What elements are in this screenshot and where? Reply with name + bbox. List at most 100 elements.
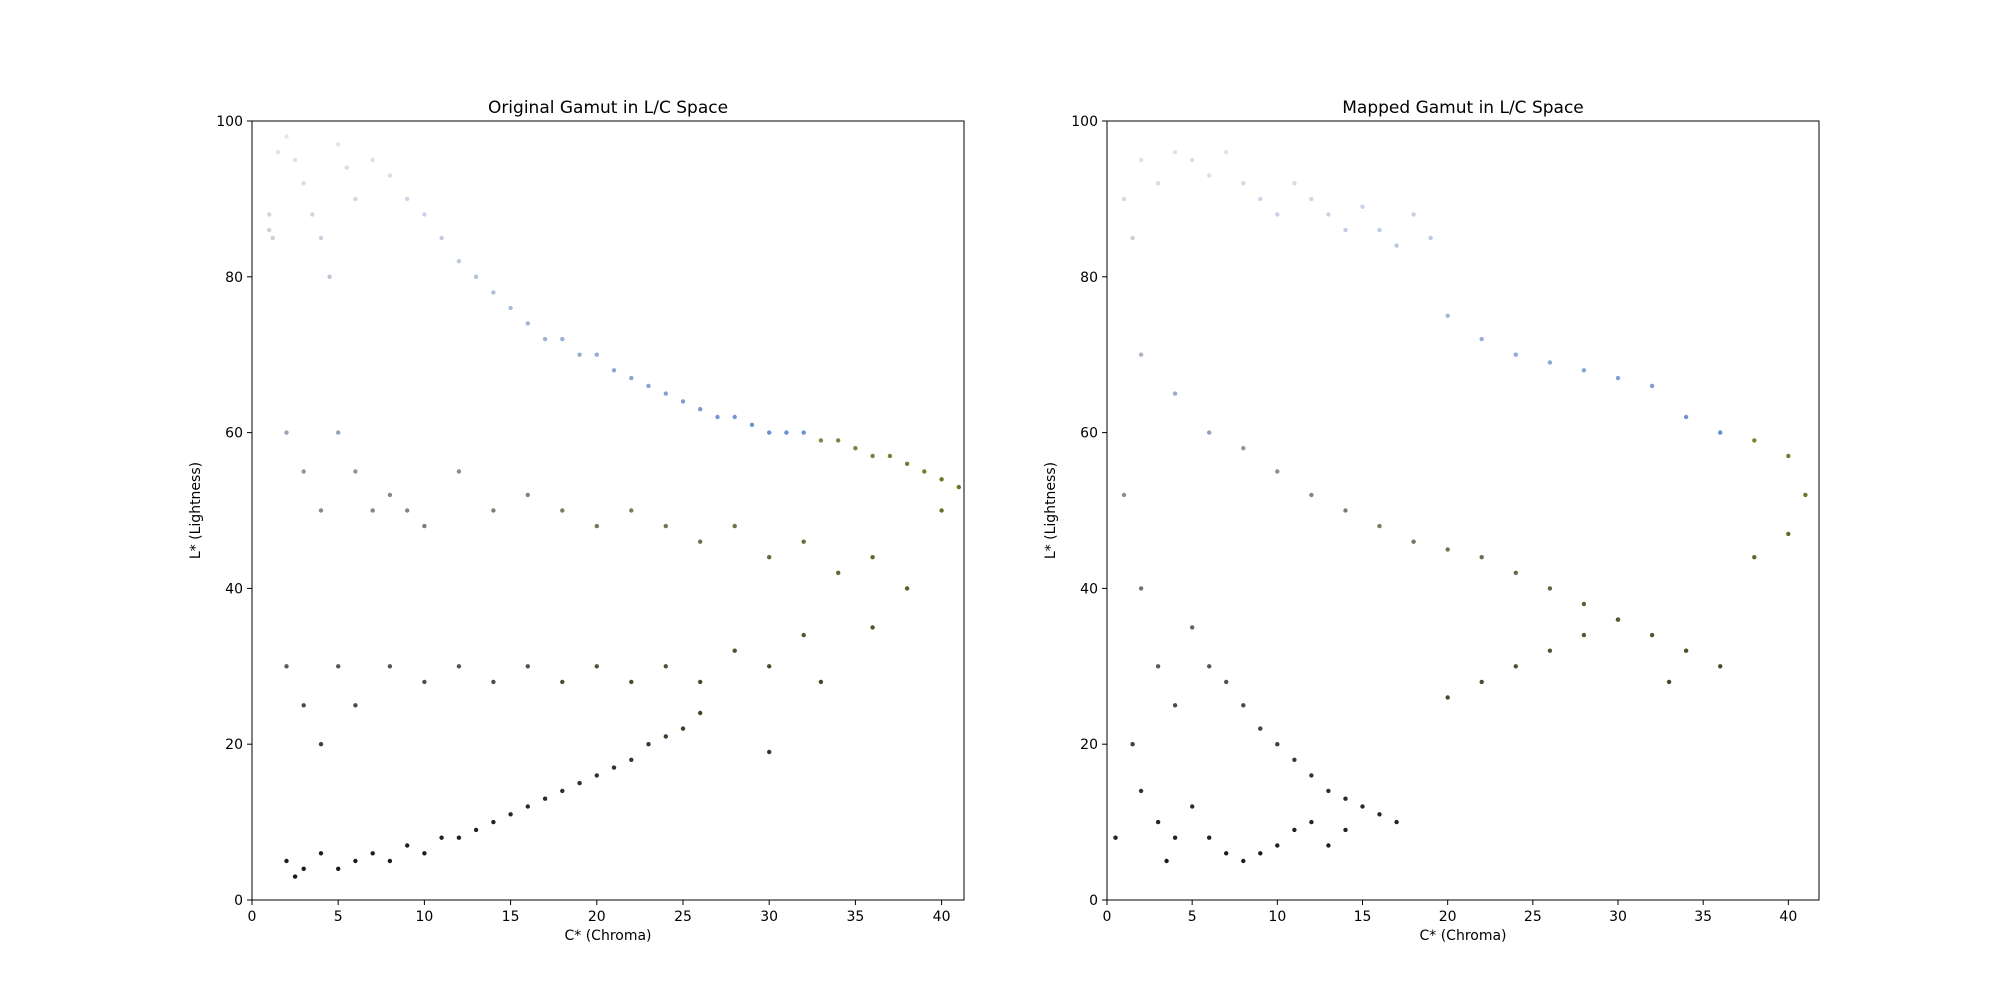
data-point <box>611 765 617 770</box>
data-point <box>801 539 806 544</box>
x-tick-label: 30 <box>1609 909 1627 925</box>
data-point <box>1326 843 1331 848</box>
data-point <box>853 446 858 451</box>
data-point <box>1513 664 1519 669</box>
data-point <box>1207 173 1212 178</box>
data-point <box>646 742 651 747</box>
data-point <box>1190 625 1195 630</box>
data-point <box>422 523 427 529</box>
data-point <box>1326 788 1331 794</box>
data-point <box>1479 555 1484 560</box>
data-point <box>1138 157 1144 163</box>
data-point <box>1190 157 1195 163</box>
data-point <box>594 773 599 778</box>
data-point <box>542 336 548 342</box>
data-point <box>1172 835 1178 840</box>
data-point <box>560 788 565 794</box>
data-point <box>818 438 824 443</box>
data-point <box>611 368 617 373</box>
data-point <box>680 399 686 404</box>
data-point <box>698 679 703 685</box>
data-point <box>1292 757 1297 762</box>
x-tick-label: 30 <box>760 909 778 925</box>
data-point <box>1428 235 1433 241</box>
data-point <box>456 469 462 474</box>
data-point <box>663 734 668 739</box>
data-point <box>1172 391 1178 396</box>
data-point <box>1445 695 1450 700</box>
data-point <box>353 196 358 202</box>
data-point <box>525 664 530 669</box>
data-point <box>301 469 306 474</box>
data-point <box>646 383 651 389</box>
data-point <box>344 165 349 170</box>
data-point <box>870 555 875 560</box>
data-point <box>1172 150 1178 155</box>
data-point <box>1309 492 1314 498</box>
original-gamut-panel: 0 5 10 15 20 25 30 35 40 0 20 40 60 80 100 Original Gam… <box>188 98 965 944</box>
data-point <box>698 407 703 412</box>
data-point <box>1275 742 1280 747</box>
y-tick-label: 80 <box>1080 270 1098 286</box>
data-point <box>1292 827 1297 833</box>
data-point <box>1275 469 1280 474</box>
data-point <box>1445 547 1450 552</box>
data-point <box>491 679 496 685</box>
scatter-points <box>267 134 961 879</box>
data-point <box>422 851 427 856</box>
data-point <box>1411 539 1416 544</box>
data-point <box>904 461 910 466</box>
data-point <box>1275 843 1280 848</box>
data-point <box>1224 851 1229 856</box>
x-tick-label: 0 <box>1103 909 1112 925</box>
x-tick-label: 25 <box>674 909 692 925</box>
data-point <box>525 321 530 326</box>
data-point <box>318 851 324 856</box>
data-point <box>1138 788 1144 794</box>
data-point <box>1752 555 1757 560</box>
x-tick-label: 15 <box>502 909 520 925</box>
y-tick-label: 80 <box>225 270 243 286</box>
data-point <box>1411 212 1416 217</box>
data-point <box>1752 438 1757 443</box>
data-point <box>1479 336 1484 342</box>
data-point <box>1445 313 1450 318</box>
data-point <box>1786 453 1791 459</box>
data-point <box>292 874 298 879</box>
x-tick-label: 0 <box>248 909 257 925</box>
data-point <box>318 508 324 513</box>
y-tick-label: 100 <box>216 114 243 130</box>
data-point <box>767 430 772 435</box>
data-point <box>801 430 806 435</box>
data-point <box>284 430 289 435</box>
data-point <box>784 430 789 435</box>
data-point <box>560 336 565 342</box>
data-point <box>1258 726 1263 731</box>
x-tick-label: 15 <box>1354 909 1372 925</box>
data-point <box>422 212 427 217</box>
data-point <box>1207 430 1212 435</box>
data-point <box>1666 679 1672 685</box>
data-point <box>491 508 496 513</box>
data-point <box>577 352 582 357</box>
data-point <box>525 804 530 809</box>
data-point <box>405 508 410 513</box>
data-point <box>732 414 737 420</box>
data-point <box>594 352 599 357</box>
data-point <box>1155 819 1161 825</box>
data-point <box>267 212 272 217</box>
data-point <box>1343 508 1348 513</box>
x-tick-label: 25 <box>1524 909 1542 925</box>
data-point <box>542 796 548 801</box>
data-point <box>270 235 275 241</box>
x-tick-label: 10 <box>1268 909 1286 925</box>
data-point <box>336 866 341 871</box>
data-point <box>370 157 375 163</box>
data-point <box>1130 235 1135 241</box>
data-point <box>353 703 358 708</box>
y-tick-label: 0 <box>234 893 243 909</box>
data-point <box>1581 368 1587 373</box>
x-tick-label: 35 <box>1694 909 1712 925</box>
data-point <box>1581 601 1587 607</box>
data-point <box>1121 492 1127 498</box>
